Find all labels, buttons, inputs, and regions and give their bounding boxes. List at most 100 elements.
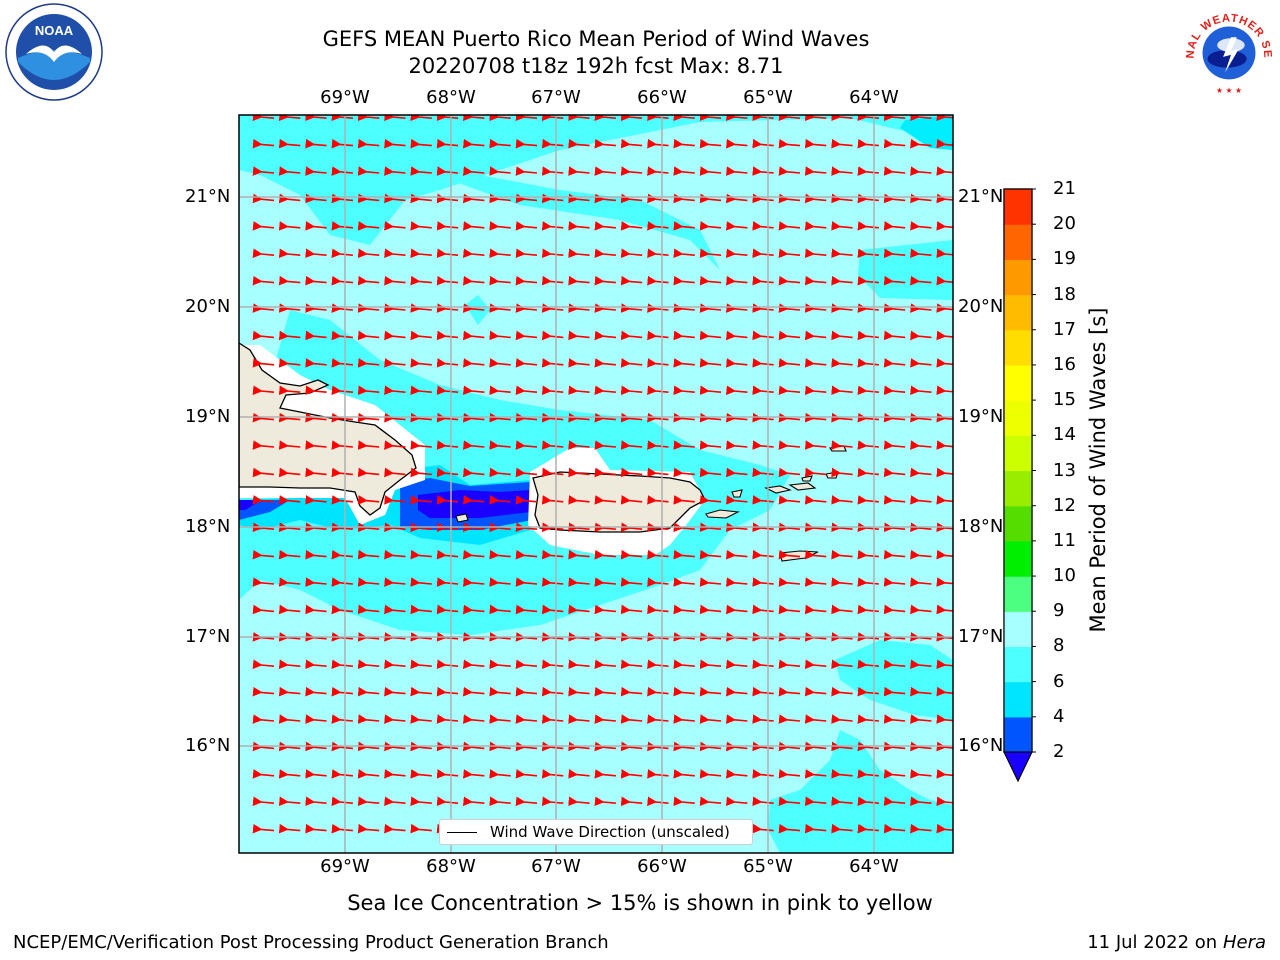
wave-direction-arrow: [278, 495, 301, 505]
wave-direction-arrow: [778, 412, 801, 423]
wave-direction-arrow: [384, 440, 406, 450]
wave-direction-arrow: [568, 769, 590, 779]
wave-direction-arrow: [278, 330, 301, 341]
colorbar-segment: [1004, 189, 1032, 225]
wave-direction-arrow: [594, 686, 616, 697]
wave-direction-arrow: [252, 632, 275, 642]
wave-direction-arrow: [804, 769, 827, 779]
wave-direction-arrow: [699, 741, 722, 752]
wave-direction-arrow: [384, 166, 406, 176]
wave-direction-arrow: [936, 714, 953, 724]
wave-direction-arrow: [699, 248, 722, 259]
wave-direction-arrow: [804, 166, 827, 176]
wave-direction-arrow: [331, 495, 353, 505]
wave-direction-arrow: [857, 138, 879, 149]
wave-direction-arrow: [252, 330, 275, 341]
wave-direction-arrow: [357, 577, 380, 587]
colorbar-tick-label: 8: [1053, 635, 1065, 657]
wave-direction-arrow: [936, 467, 953, 478]
wave-direction-arrow: [410, 358, 432, 368]
wave-direction-arrow: [752, 166, 774, 176]
wave-direction-arrow: [725, 686, 748, 697]
wave-direction-arrow: [857, 714, 879, 724]
wave-direction-arrow: [489, 193, 511, 204]
wave-direction-arrow: [804, 358, 827, 368]
legend: Wind Wave Direction (unscaled): [439, 819, 753, 845]
wave-direction-arrow: [541, 138, 564, 149]
wave-direction-arrow: [673, 193, 695, 204]
wave-direction-arrow: [568, 138, 590, 149]
wave-direction-arrow: [278, 522, 301, 533]
wave-direction-arrow: [620, 522, 643, 533]
wave-direction-arrow: [489, 138, 511, 149]
wave-direction-arrow: [778, 275, 801, 286]
wave-direction-arrow: [699, 193, 722, 204]
wave-direction-arrow: [462, 467, 485, 478]
wave-direction-arrow: [541, 604, 564, 615]
wave-direction-arrow: [594, 166, 616, 176]
lat-label-right-20n: 20°N: [958, 296, 1004, 317]
wave-direction-arrow: [910, 495, 932, 505]
wave-direction-arrow: [620, 303, 643, 313]
wave-direction-arrow: [515, 686, 538, 697]
wave-direction-arrow: [804, 823, 827, 834]
wave-direction-arrow: [620, 796, 643, 807]
wave-direction-arrow: [410, 275, 432, 286]
wave-direction-arrow: [910, 115, 932, 122]
wave-direction-arrow: [568, 166, 590, 176]
wave-direction-arrow: [936, 166, 953, 176]
wave-direction-arrow: [673, 115, 695, 122]
wave-direction-arrow: [331, 412, 353, 423]
wave-direction-arrow: [883, 659, 906, 670]
wave-direction-arrow: [804, 138, 827, 149]
wave-direction-arrow: [936, 823, 953, 834]
colorbar-segment: [1004, 224, 1032, 260]
wave-direction-arrow: [541, 330, 564, 341]
wave-direction-arrow: [620, 115, 643, 122]
colorbar-label: Mean Period of Wind Waves [s]: [1086, 307, 1110, 633]
wave-direction-arrow: [594, 522, 616, 533]
wave-direction-arrow: [489, 686, 511, 697]
wave-direction-arrow: [699, 138, 722, 149]
colorbar-overlay: [1003, 188, 1036, 783]
wave-direction-arrow: [515, 741, 538, 752]
wave-direction-arrow: [462, 440, 485, 450]
wave-direction-arrow: [305, 796, 327, 807]
lat-label-right-18n: 18°N: [958, 516, 1004, 537]
wave-direction-arrow: [515, 495, 538, 505]
wave-direction-arrow: [699, 385, 722, 396]
wave-direction-arrow: [594, 303, 616, 313]
colorbar-tick-label: 4: [1053, 705, 1065, 727]
wave-direction-arrow: [305, 275, 327, 286]
wave-direction-arrow: [857, 796, 879, 807]
wave-direction-arrow: [331, 823, 353, 834]
wave-direction-arrow: [305, 659, 327, 670]
wave-direction-arrow: [804, 741, 827, 752]
lat-label-right-16n: 16°N: [958, 735, 1004, 756]
wave-direction-arrow: [278, 221, 301, 231]
wave-direction-arrow: [725, 303, 748, 313]
wave-direction-arrow: [331, 796, 353, 807]
wave-direction-arrow: [278, 632, 301, 642]
wave-direction-arrow: [489, 166, 511, 176]
wave-direction-arrow: [804, 577, 827, 587]
lon-label-bottom-66w: 66°W: [637, 856, 687, 877]
wave-direction-arrow: [857, 248, 879, 259]
wave-direction-arrow: [857, 577, 879, 587]
wave-direction-arrow: [384, 193, 406, 204]
wave-direction-arrow: [410, 495, 432, 505]
wave-direction-arrow: [594, 714, 616, 724]
wave-direction-arrow: [804, 467, 827, 478]
wave-direction-arrow: [936, 769, 953, 779]
wave-direction-arrow: [594, 275, 616, 286]
wave-direction-arrow: [673, 604, 695, 615]
wave-direction-arrow: [699, 714, 722, 724]
wave-direction-arrow: [305, 549, 327, 560]
wave-direction-arrow: [305, 495, 327, 505]
wave-direction-arrow: [752, 659, 774, 670]
wave-direction-arrow: [489, 714, 511, 724]
wave-direction-arrow: [699, 549, 722, 560]
wave-direction-arrow: [831, 303, 853, 313]
wave-direction-arrow: [462, 193, 485, 204]
wave-direction-arrow: [673, 632, 695, 642]
